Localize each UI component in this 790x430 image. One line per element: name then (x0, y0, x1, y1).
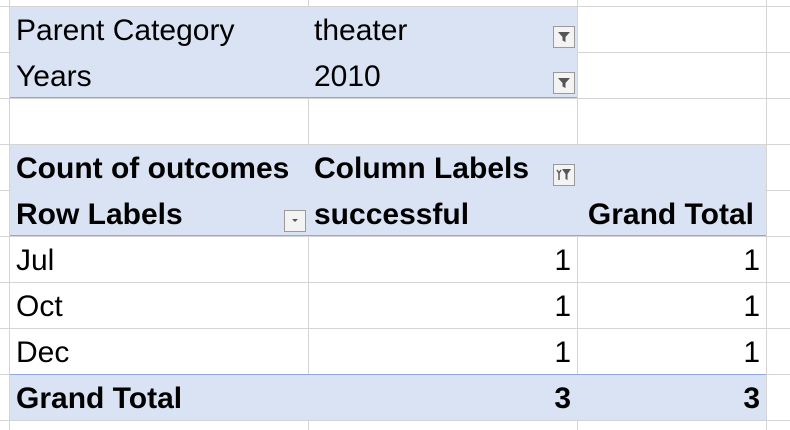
row-divider (0, 98, 790, 99)
filter-dropdown-button[interactable] (553, 72, 575, 94)
row-divider (0, 236, 790, 237)
column-divider (9, 0, 10, 430)
row-label: Dec (16, 336, 70, 369)
cell-total: 1 (743, 336, 760, 369)
cell-successful: 1 (554, 244, 571, 277)
column-divider (766, 0, 767, 430)
pivot-header-fill (10, 145, 766, 235)
grand-total-value: 3 (743, 382, 760, 415)
row-divider (0, 282, 790, 283)
filter-dropdown-button[interactable] (553, 26, 575, 48)
filter-icon (558, 78, 570, 88)
column-labels-header: Column Labels (314, 152, 530, 185)
row-divider (0, 144, 790, 145)
pivot-header-rule (10, 235, 766, 236)
row-labels-header: Row Labels (16, 198, 183, 231)
grand-total-successful: 3 (554, 382, 571, 415)
row-divider (0, 328, 790, 329)
grand-total-column-header: Grand Total (587, 198, 754, 231)
grand-total-rule (10, 374, 766, 375)
cell-total: 1 (743, 290, 760, 323)
grand-total-row-fill (10, 375, 766, 420)
filter-icon (558, 32, 570, 42)
filter-area-rule (10, 97, 577, 98)
row-label: Jul (16, 244, 55, 277)
filter-area-fill (10, 7, 577, 97)
row-labels-dropdown-button[interactable] (284, 210, 306, 232)
filter-label: Parent Category (16, 14, 235, 47)
cell-total: 1 (743, 244, 760, 277)
chevron-down-icon (292, 219, 298, 222)
column-header-successful: successful (314, 198, 470, 231)
filter-value: 2010 (314, 60, 381, 93)
grand-total-label: Grand Total (16, 382, 183, 415)
row-divider (0, 420, 790, 421)
cell-successful: 1 (554, 290, 571, 323)
row-label: Oct (16, 290, 63, 323)
filter-sort-icon (556, 169, 571, 180)
row-divider (0, 6, 790, 7)
column-labels-filter-button[interactable] (553, 164, 575, 186)
filter-label: Years (16, 60, 92, 93)
value-field-label: Count of outcomes (16, 152, 290, 185)
filter-value: theater (314, 14, 408, 47)
cell-successful: 1 (554, 336, 571, 369)
